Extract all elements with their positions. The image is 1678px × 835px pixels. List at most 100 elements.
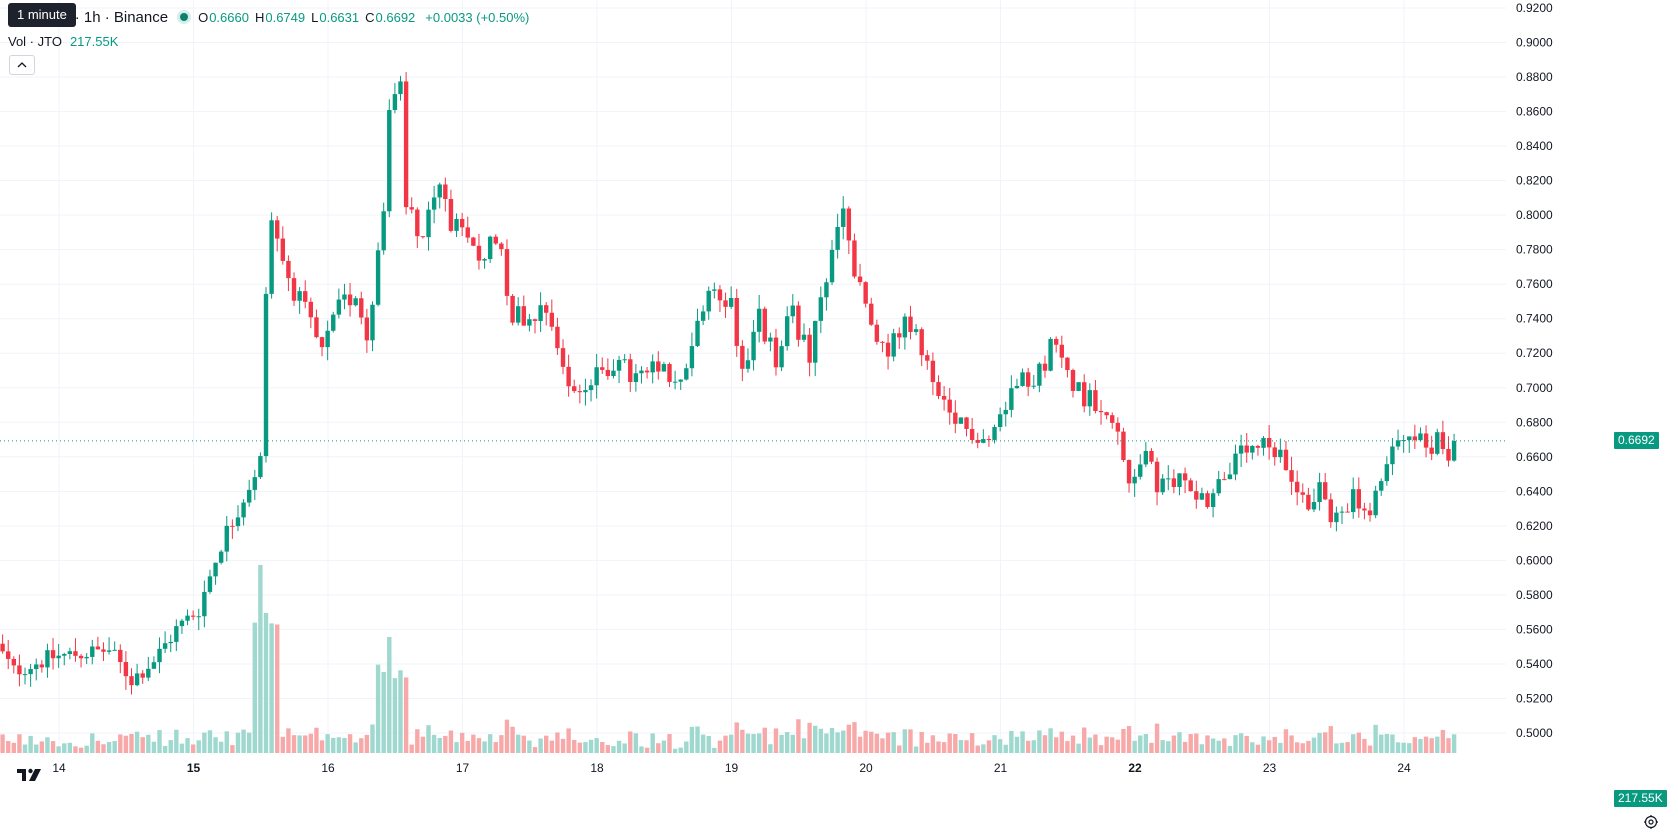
candle: [1082, 374, 1087, 413]
candle: [605, 358, 611, 380]
candle: [947, 388, 952, 425]
volume-bar: [325, 734, 330, 753]
volume-bar: [336, 737, 342, 753]
volume-bar: [684, 741, 689, 753]
candle: [1266, 425, 1272, 460]
volume-bar: [95, 740, 101, 753]
ohlc-close-value: 0.6692: [375, 9, 416, 25]
volume-bar: [1261, 736, 1266, 753]
candle: [1104, 411, 1109, 420]
candle: [672, 370, 678, 390]
volume-bar: [947, 733, 952, 753]
interval-tooltip: 1 minute: [8, 3, 76, 27]
volume-bar: [1339, 742, 1345, 753]
candle: [258, 452, 263, 480]
volume-label: Vol · JTO: [8, 33, 62, 49]
candle: [975, 432, 980, 449]
candle: [784, 306, 790, 351]
volume-legend[interactable]: Vol · JTO 217.55K: [8, 33, 118, 49]
volume-bar: [123, 735, 129, 753]
chart-legend[interactable]: TetherUS · 1h · Binance O0.6660 H0.6749 …: [8, 8, 529, 26]
volume-bar: [829, 727, 835, 753]
candle: [1283, 440, 1289, 471]
candle: [420, 236, 426, 239]
volume-bar: [1451, 734, 1457, 753]
candle: [459, 212, 465, 237]
candle: [644, 367, 650, 379]
candle: [829, 239, 835, 286]
candle: [437, 182, 442, 209]
tradingview-logo-icon[interactable]: [15, 764, 45, 786]
candle: [174, 619, 179, 651]
volume-bar: [1132, 740, 1137, 753]
volume-bar: [1188, 734, 1193, 753]
candle: [734, 288, 739, 357]
volume-bar: [482, 741, 487, 753]
candle: [1294, 470, 1300, 506]
candle: [1138, 454, 1143, 480]
candle: [1149, 448, 1154, 465]
candle: [1412, 424, 1418, 449]
volume-bar: [347, 734, 353, 753]
candle: [1250, 445, 1255, 460]
volume-bar: [1379, 734, 1384, 753]
volume-bar: [1356, 732, 1362, 753]
volume-bar: [1294, 742, 1300, 753]
price-axis[interactable]: 0.9200 0.9000 0.8800 0.8600 0.8400 0.8200 0.80…: [1516, 1, 1553, 740]
settings-icon[interactable]: [1643, 814, 1659, 830]
time-axis[interactable]: 14 15 16 17 18 19 20 21 22 23 24: [52, 761, 1411, 775]
y-tick-label: 0.6600: [1516, 450, 1553, 464]
volume-bar: [1238, 733, 1244, 753]
volume-bar: [919, 731, 924, 753]
volume-bar: [431, 734, 437, 753]
volume-bar: [235, 732, 241, 753]
volume-bar: [493, 742, 498, 753]
volume-bar: [230, 745, 235, 753]
volume-bar: [969, 733, 975, 753]
volume-bar: [1227, 746, 1233, 753]
volume-bar: [594, 738, 599, 753]
candle: [936, 375, 941, 400]
candle: [712, 282, 717, 299]
candle: [1356, 477, 1362, 518]
candle: [801, 323, 807, 343]
volume-bar: [1160, 740, 1165, 753]
collapse-legend-button[interactable]: [9, 55, 35, 75]
candle: [403, 71, 409, 215]
y-tick-label: 0.8800: [1516, 70, 1553, 84]
volume-bar: [22, 744, 28, 753]
candle: [583, 378, 588, 406]
candle: [1255, 444, 1261, 456]
volume-bar: [1031, 740, 1036, 753]
ohlc-low: L0.6631: [311, 10, 359, 25]
volume-bar: [1199, 744, 1205, 753]
candle: [1300, 483, 1305, 503]
last-price-tag: 0.6692: [1614, 432, 1659, 450]
volume-bar: [689, 726, 695, 753]
volume-bar: [656, 743, 661, 753]
volume-bar: [1014, 736, 1020, 753]
volume-bar: [1048, 728, 1053, 753]
candle: [992, 424, 997, 444]
volume-bar: [185, 738, 190, 753]
candle: [594, 353, 599, 399]
volume-bar: [700, 734, 706, 753]
volume-bar: [1351, 734, 1356, 753]
volume-bar: [1233, 735, 1238, 753]
y-tick-label: 0.8600: [1516, 105, 1553, 119]
volume-bar: [28, 735, 33, 753]
candle: [235, 505, 241, 532]
volume-bar: [515, 734, 521, 753]
candle: [303, 280, 308, 309]
volume-bar: [992, 735, 997, 753]
volume-bar: [1177, 732, 1182, 753]
volume-bar: [1194, 733, 1199, 753]
candle: [151, 656, 157, 669]
candle: [1367, 502, 1373, 522]
candle: [532, 318, 538, 334]
candle: [202, 580, 207, 628]
volume-bar: [644, 747, 650, 753]
volume-bar: [723, 735, 728, 753]
y-tick-label: 0.8200: [1516, 174, 1553, 188]
